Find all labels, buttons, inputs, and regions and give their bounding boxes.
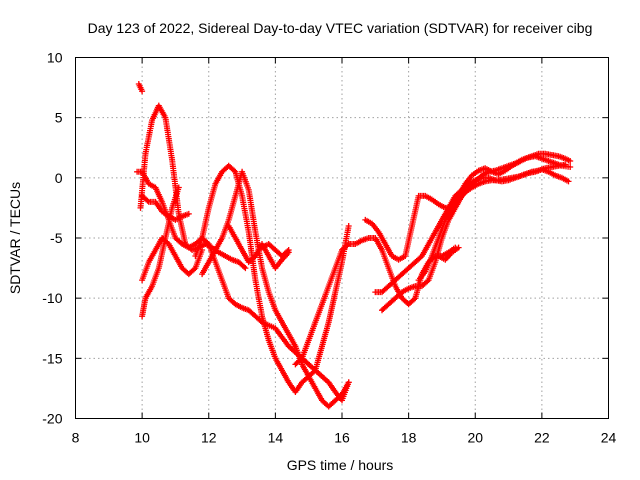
series-track-a	[136, 81, 145, 94]
x-tick-label: 18	[401, 430, 417, 446]
y-tick-label: -20	[42, 411, 62, 427]
x-tick-label: 14	[268, 430, 284, 446]
y-tick-label: 0	[55, 170, 63, 186]
x-tick-label: 20	[467, 430, 483, 446]
x-tick-label: 12	[201, 430, 217, 446]
data-traces	[134, 81, 573, 410]
x-tick-label: 24	[601, 430, 617, 446]
y-tick-label: -15	[42, 350, 62, 366]
x-tick-label: 22	[534, 430, 550, 446]
x-tick-label: 10	[134, 430, 150, 446]
x-tick-label: 8	[72, 430, 80, 446]
chart-title: Day 123 of 2022, Sidereal Day-to-day VTE…	[88, 20, 593, 36]
chart: Day 123 of 2022, Sidereal Day-to-day VTE…	[0, 0, 640, 480]
x-axis-label: GPS time / hours	[287, 457, 394, 473]
x-tick-label: 16	[334, 430, 350, 446]
y-tick-label: -10	[42, 290, 62, 306]
y-tick-label: 10	[47, 50, 63, 66]
y-axis-label: SDTVAR / TECUs	[7, 182, 23, 294]
y-tick-label: 5	[55, 110, 63, 126]
data-points	[136, 81, 145, 94]
chart-svg: Day 123 of 2022, Sidereal Day-to-day VTE…	[0, 0, 640, 480]
y-tick-label: -5	[50, 230, 63, 246]
